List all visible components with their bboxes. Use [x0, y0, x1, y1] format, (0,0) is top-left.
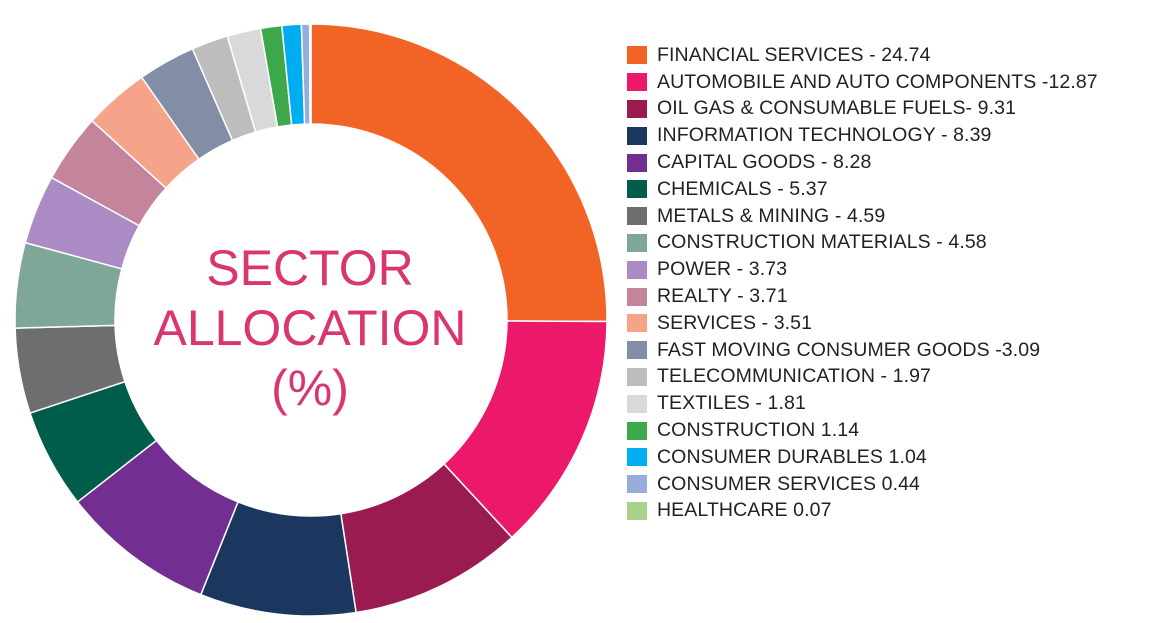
title-line-sector: SECTOR [206, 240, 414, 296]
legend-item: REALTY - 3.71 [627, 283, 1098, 310]
legend-swatch [627, 73, 647, 92]
legend-label: FAST MOVING CONSUMER GOODS -3.09 [657, 338, 1041, 361]
legend-item: FAST MOVING CONSUMER GOODS -3.09 [627, 337, 1098, 364]
legend-swatch [627, 180, 647, 199]
legend-item: CONSUMER SERVICES 0.44 [627, 471, 1098, 498]
legend-label: REALTY - 3.71 [657, 285, 788, 308]
legend-swatch [627, 394, 647, 413]
legend-swatch [627, 46, 647, 65]
legend-swatch [627, 314, 647, 333]
donut-slice-17 [308, 23, 312, 125]
legend-item: POWER - 3.73 [627, 256, 1098, 283]
legend-item: AUTOMOBILE AND AUTO COMPONENTS -12.87 [627, 69, 1098, 96]
legend-swatch [627, 475, 647, 494]
legend-item: CONSTRUCTION 1.14 [627, 417, 1098, 444]
legend-swatch [627, 207, 647, 226]
legend-item: SERVICES - 3.51 [627, 310, 1098, 337]
legend-swatch [627, 501, 647, 520]
chart-title: SECTOR ALLOCATION (%) [105, 238, 515, 418]
donut-slice-0 [310, 23, 608, 323]
title-line-allocation: ALLOCATION [153, 300, 467, 356]
legend-label: TEXTILES - 1.81 [657, 392, 806, 415]
legend-label: FINANCIAL SERVICES - 24.74 [657, 43, 931, 66]
legend-swatch [627, 421, 647, 440]
legend-swatch [627, 126, 647, 145]
legend-item: CHEMICALS - 5.37 [627, 176, 1098, 203]
legend-swatch [627, 233, 647, 252]
legend-item: FINANCIAL SERVICES - 24.74 [627, 42, 1098, 69]
legend-swatch [627, 367, 647, 386]
legend-item: OIL GAS & CONSUMABLE FUELS- 9.31 [627, 96, 1098, 123]
legend-item: INFORMATION TECHNOLOGY - 8.39 [627, 122, 1098, 149]
legend-label: METALS & MINING - 4.59 [657, 204, 886, 227]
donut-chart [14, 23, 608, 617]
legend-label: SERVICES - 3.51 [657, 311, 813, 334]
legend-label: HEALTHCARE 0.07 [657, 499, 832, 522]
legend-item: HEALTHCARE 0.07 [627, 498, 1098, 525]
legend-swatch [627, 448, 647, 467]
legend-swatch [627, 287, 647, 306]
chart-legend: FINANCIAL SERVICES - 24.74 AUTOMOBILE AND… [627, 42, 1098, 524]
legend-label: CONSUMER DURABLES 1.04 [657, 445, 927, 468]
legend-item: METALS & MINING - 4.59 [627, 203, 1098, 230]
legend-label: CHEMICALS - 5.37 [657, 177, 828, 200]
legend-label: POWER - 3.73 [657, 258, 788, 281]
legend-swatch [627, 341, 647, 360]
legend-item: TELECOMMUNICATION - 1.97 [627, 364, 1098, 391]
legend-label: OIL GAS & CONSUMABLE FUELS- 9.31 [657, 97, 1017, 120]
legend-label: CONSTRUCTION MATERIALS - 4.58 [657, 231, 987, 254]
legend-item: CONSUMER DURABLES 1.04 [627, 444, 1098, 471]
title-line-percent: (%) [271, 360, 349, 416]
legend-label: INFORMATION TECHNOLOGY - 8.39 [657, 124, 992, 147]
legend-item: CONSTRUCTION MATERIALS - 4.58 [627, 230, 1098, 257]
legend-item: CAPITAL GOODS - 8.28 [627, 149, 1098, 176]
legend-label: CONSTRUCTION 1.14 [657, 419, 860, 442]
legend-swatch [627, 153, 647, 172]
legend-item: TEXTILES - 1.81 [627, 390, 1098, 417]
legend-label: CONSUMER SERVICES 0.44 [657, 472, 921, 495]
legend-swatch [627, 260, 647, 279]
legend-label: AUTOMOBILE AND AUTO COMPONENTS -12.87 [657, 70, 1098, 93]
legend-swatch [627, 99, 647, 118]
legend-label: TELECOMMUNICATION - 1.97 [657, 365, 931, 388]
legend-label: CAPITAL GOODS - 8.28 [657, 151, 872, 174]
